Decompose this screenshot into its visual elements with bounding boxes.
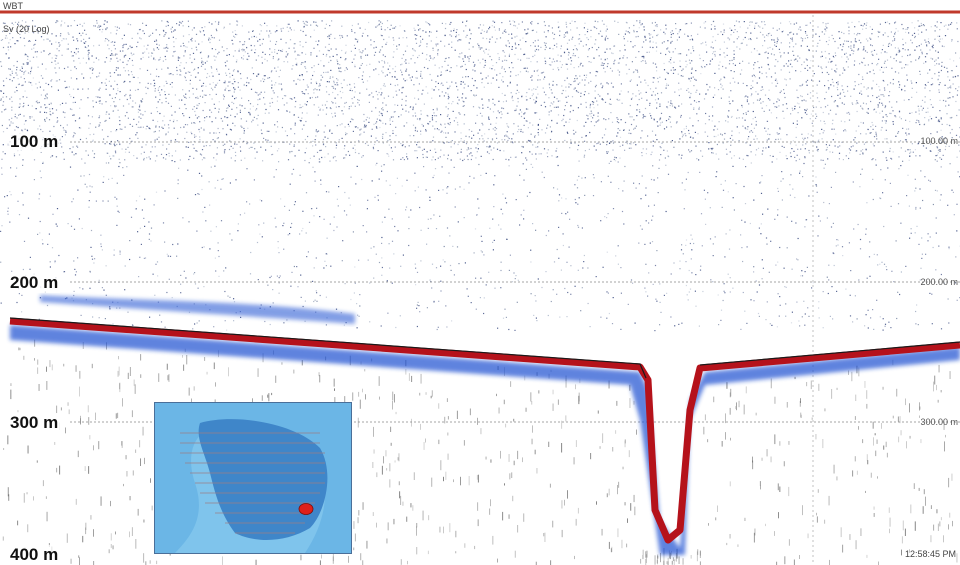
bottom-detect-line	[9, 317, 647, 379]
map-water-deep	[198, 419, 328, 540]
timestamp-label: 12:58:45 PM	[904, 549, 956, 559]
vessel-position-icon	[298, 503, 314, 515]
grid-tick-label-100: 100.00 m	[920, 136, 958, 146]
depth-label-200: 200 m	[8, 273, 61, 293]
backscatter-noise	[0, 20, 960, 565]
variable-label: Sv (20 Log)	[3, 24, 50, 34]
survey-track-lines	[180, 432, 325, 534]
grid-tick-label-200: 200.00 m	[920, 277, 958, 287]
depth-label-100: 100 m	[8, 132, 61, 152]
inset-map[interactable]	[154, 402, 352, 554]
grid-tick-label-300: 300.00 m	[920, 417, 958, 427]
depth-label-400: 400 m	[8, 545, 61, 565]
scattering-layer-upper	[40, 295, 355, 324]
depth-label-300: 300 m	[8, 413, 61, 433]
bottom-detect-line-right	[699, 341, 960, 366]
bottom-echo-blue	[10, 325, 960, 555]
channel-label: WBT	[3, 1, 23, 11]
